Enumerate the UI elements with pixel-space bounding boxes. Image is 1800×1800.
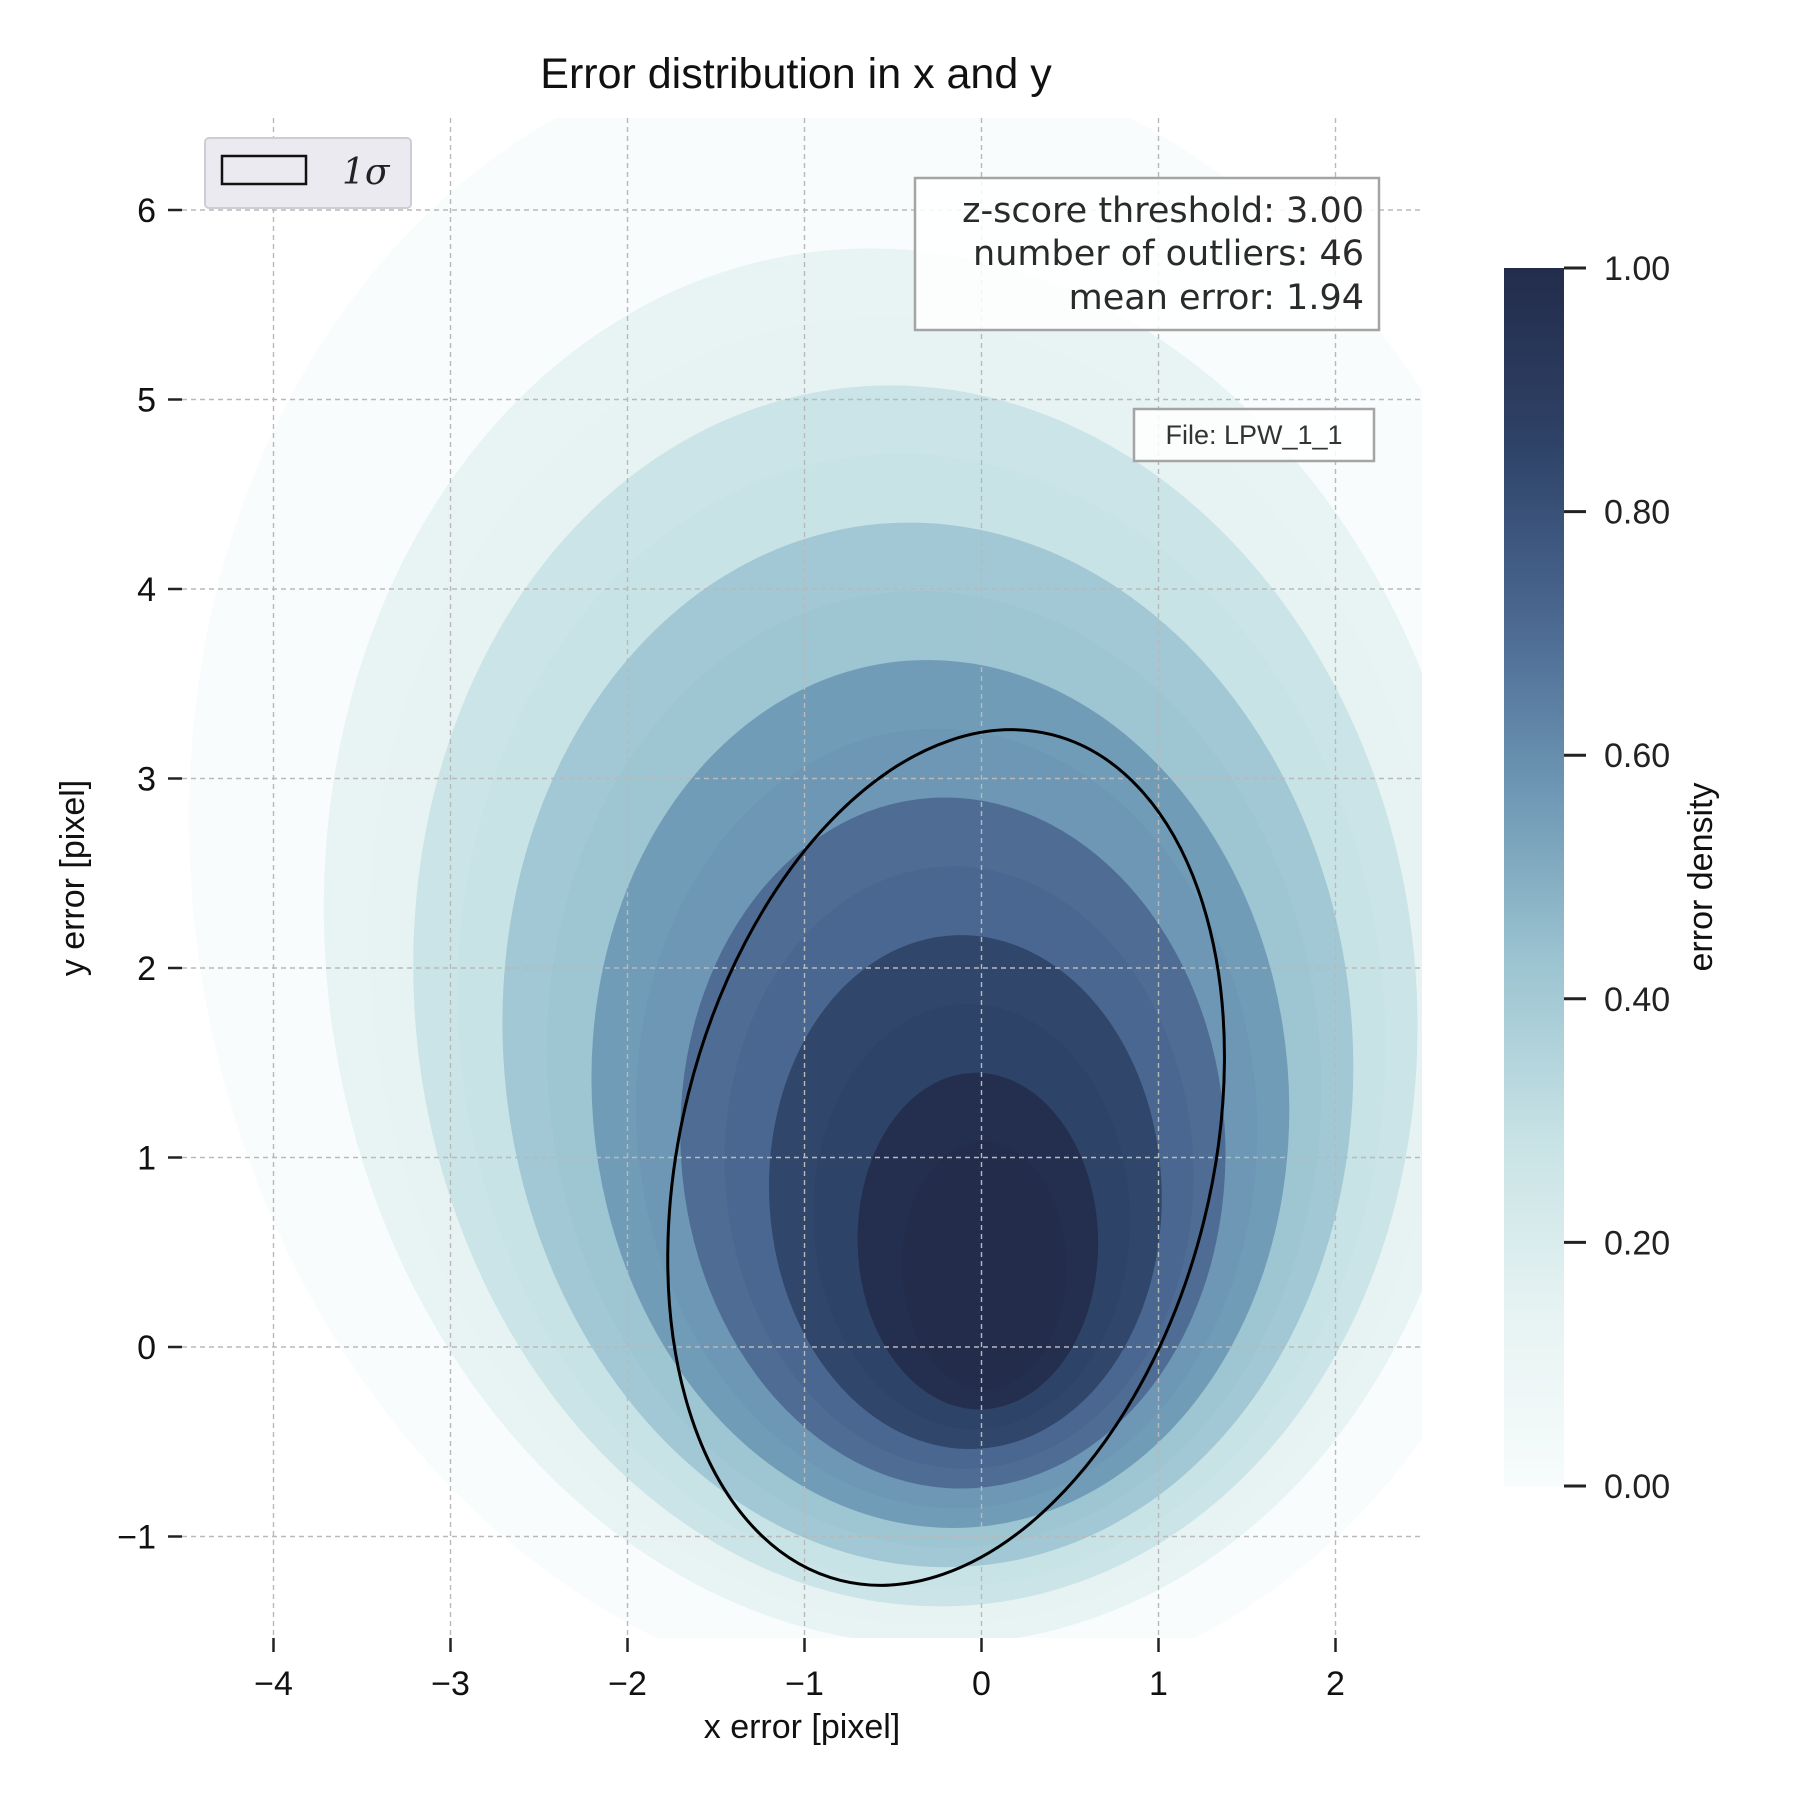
x-tick-label: −3	[431, 1665, 470, 1703]
x-tick-label: −4	[254, 1665, 293, 1703]
stats-z-score: z-score threshold: 3.00	[962, 191, 1364, 231]
colorbar-bar	[1504, 268, 1564, 1486]
density-contours	[182, 118, 1422, 1638]
colorbar-tick-label: 0.00	[1604, 1468, 1670, 1506]
colorbar-tick-label: 0.20	[1604, 1224, 1670, 1262]
y-tick-label: 6	[137, 192, 156, 230]
x-tick-label: 2	[1326, 1665, 1345, 1703]
colorbar-tick-label: 1.00	[1604, 250, 1670, 288]
colorbar: 0.00 0.20 0.40 0.60 0.80 1.00 error density	[1504, 250, 1720, 1506]
x-tick-label: −2	[608, 1665, 647, 1703]
colorbar-tick-label: 0.60	[1604, 737, 1670, 775]
colorbar-tick-label: 0.80	[1604, 494, 1670, 532]
stats-frame	[913, 176, 1381, 332]
stats-outliers: number of outliers: 46	[973, 234, 1364, 274]
x-tick-label: 1	[1149, 1665, 1168, 1703]
file-frame	[1132, 407, 1376, 463]
x-axis-label: x error [pixel]	[704, 1708, 901, 1746]
y-tick-label: 2	[137, 950, 156, 988]
stats-box: z-score threshold: 3.00 number of outlie…	[913, 176, 1381, 332]
y-axis-label: y error [pixel]	[54, 780, 92, 977]
y-tick-label: 3	[137, 761, 156, 799]
y-tick-label: 1	[137, 1140, 156, 1178]
file-label: File: LPW_1_1	[1165, 420, 1342, 450]
legend: 1σ	[204, 137, 412, 209]
file-box: File: LPW_1_1	[1132, 407, 1376, 463]
legend-label: 1σ	[342, 152, 391, 193]
x-tick-label: 0	[972, 1665, 991, 1703]
sigma-ellipse-layer	[666, 728, 1226, 1587]
colorbar-tick-label: 0.40	[1604, 981, 1670, 1019]
y-tick-label: 4	[137, 571, 156, 609]
stats-mean-error: mean error: 1.94	[1069, 278, 1364, 318]
sigma-ellipse	[666, 728, 1226, 1587]
density-level	[946, 1210, 1035, 1370]
y-axis: −1 0 1 2 3 4 5 6	[117, 192, 182, 1557]
chart-title: Error distribution in x and y	[540, 50, 1052, 98]
x-axis: −4 −3 −2 −1 0 1 2	[254, 1638, 1345, 1703]
legend-swatch	[220, 154, 308, 186]
grid	[182, 118, 1422, 1638]
colorbar-label: error density	[1682, 783, 1720, 972]
colorbar-ticks: 0.00 0.20 0.40 0.60 0.80 1.00	[1564, 250, 1670, 1506]
y-tick-label: −1	[117, 1519, 156, 1557]
x-tick-label: −1	[785, 1665, 824, 1703]
y-tick-label: 5	[137, 382, 156, 420]
y-tick-label: 0	[137, 1329, 156, 1367]
